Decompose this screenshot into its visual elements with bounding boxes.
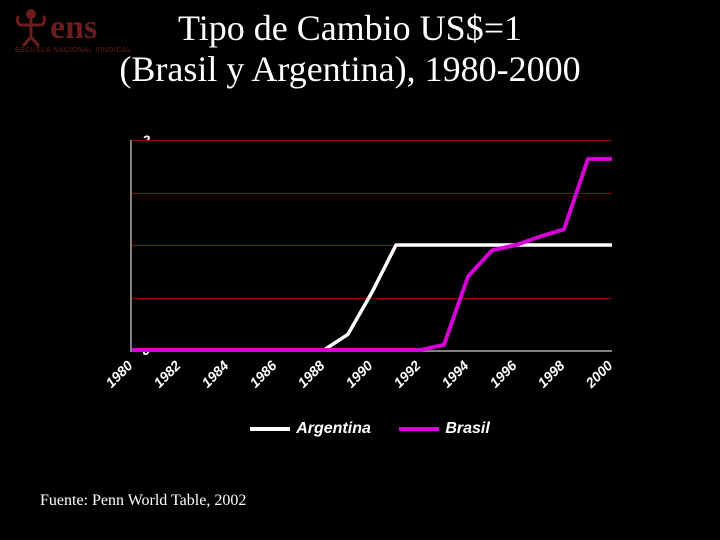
xtick-label: 1988	[294, 357, 327, 390]
legend-item-brasil: Brasil	[399, 420, 489, 438]
title-line2: (Brasil y Argentina), 1980-2000	[119, 49, 580, 89]
xtick-label: 1984	[198, 357, 231, 390]
xtick-label: 1982	[150, 357, 183, 390]
series-line-argentina	[132, 245, 612, 350]
legend-item-argentina: Argentina	[250, 420, 371, 438]
plot-area	[130, 140, 612, 352]
xtick-label: 1992	[390, 357, 423, 390]
xtick-label: 1986	[246, 357, 279, 390]
legend-swatch-argentina	[250, 427, 290, 431]
line-series-svg	[132, 140, 612, 350]
xtick-label: 1980	[102, 357, 135, 390]
xtick-label: 1998	[534, 357, 567, 390]
slide: ens ESCUELA NACIONAL SINDICAL Tipo de Ca…	[0, 0, 720, 540]
legend-label-brasil: Brasil	[445, 420, 489, 437]
source-text: Fuente: Penn World Table, 2002	[40, 492, 246, 510]
slide-title: Tipo de Cambio US$=1 (Brasil y Argentina…	[60, 8, 640, 91]
xtick-label: 1990	[342, 357, 375, 390]
legend-swatch-brasil	[399, 427, 439, 431]
legend-label-argentina: Argentina	[296, 420, 371, 437]
xtick-label: 1996	[486, 357, 519, 390]
series-line-brasil	[132, 159, 612, 350]
xtick-label: 2000	[582, 357, 615, 390]
logo-person-icon	[10, 5, 52, 47]
xtick-label: 1994	[438, 357, 471, 390]
legend: Argentina Brasil	[130, 420, 610, 438]
exchange-rate-chart: 00.511.52 198019821984198619881990199219…	[80, 130, 640, 460]
title-line1: Tipo de Cambio US$=1	[178, 8, 522, 48]
